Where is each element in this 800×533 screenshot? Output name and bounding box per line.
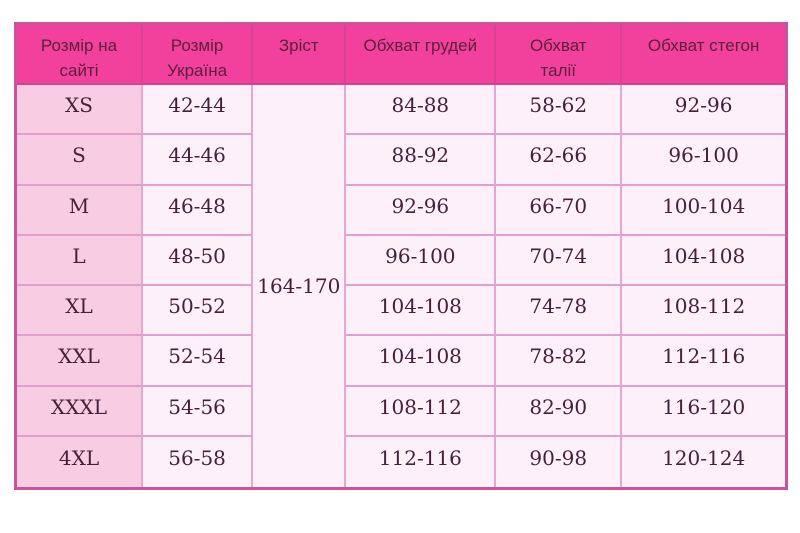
cell-waist: 66-70 [496, 185, 623, 236]
height-merged-cell: 164-170 [253, 85, 347, 487]
cell-chest: 84-88 [346, 85, 497, 136]
cell-waist: 62-66 [496, 135, 623, 186]
cell-chest: 92-96 [346, 185, 497, 236]
cell-waist: 78-82 [496, 336, 623, 387]
cell-hips: 108-112 [622, 286, 785, 337]
cell-hips: 96-100 [622, 135, 785, 186]
column-header-hips: Обхват стегон [622, 25, 785, 85]
cell-hips: 116-120 [622, 386, 785, 437]
cell-ua-size: 54-56 [143, 386, 254, 437]
cell-chest: 104-108 [346, 286, 497, 337]
cell-site-size: M [17, 185, 143, 236]
size-chart-table: Розмір на сайті Розмір Україна Зріст Обх… [14, 22, 788, 490]
cell-hips: 92-96 [622, 85, 785, 136]
cell-ua-size: 42-44 [143, 85, 254, 136]
column-header-site-size: Розмір на сайті [17, 25, 143, 85]
cell-ua-size: 52-54 [143, 336, 254, 387]
cell-chest: 104-108 [346, 336, 497, 387]
column-header-height: Зріст [253, 25, 347, 85]
cell-hips: 112-116 [622, 336, 785, 387]
cell-waist: 82-90 [496, 386, 623, 437]
cell-waist: 90-98 [496, 436, 623, 487]
cell-site-size: L [17, 235, 143, 286]
column-header-chest: Обхват грудей [346, 25, 497, 85]
cell-waist: 58-62 [496, 85, 623, 136]
cell-ua-size: 46-48 [143, 185, 254, 236]
cell-ua-size: 56-58 [143, 436, 254, 487]
cell-ua-size: 48-50 [143, 235, 254, 286]
cell-site-size: XS [17, 85, 143, 136]
cell-ua-size: 50-52 [143, 286, 254, 337]
cell-hips: 104-108 [622, 235, 785, 286]
cell-waist: 74-78 [496, 286, 623, 337]
cell-chest: 112-116 [346, 436, 497, 487]
cell-chest: 96-100 [346, 235, 497, 286]
column-header-waist: Обхват талії [496, 25, 623, 85]
cell-chest: 108-112 [346, 386, 497, 437]
cell-ua-size: 44-46 [143, 135, 254, 186]
cell-site-size: XXXL [17, 386, 143, 437]
cell-site-size: XXL [17, 336, 143, 387]
cell-site-size: 4XL [17, 436, 143, 487]
cell-site-size: XL [17, 286, 143, 337]
cell-chest: 88-92 [346, 135, 497, 186]
column-header-ukraine-size: Розмір Україна [143, 25, 254, 85]
cell-site-size: S [17, 135, 143, 186]
cell-hips: 100-104 [622, 185, 785, 236]
cell-hips: 120-124 [622, 436, 785, 487]
cell-waist: 70-74 [496, 235, 623, 286]
